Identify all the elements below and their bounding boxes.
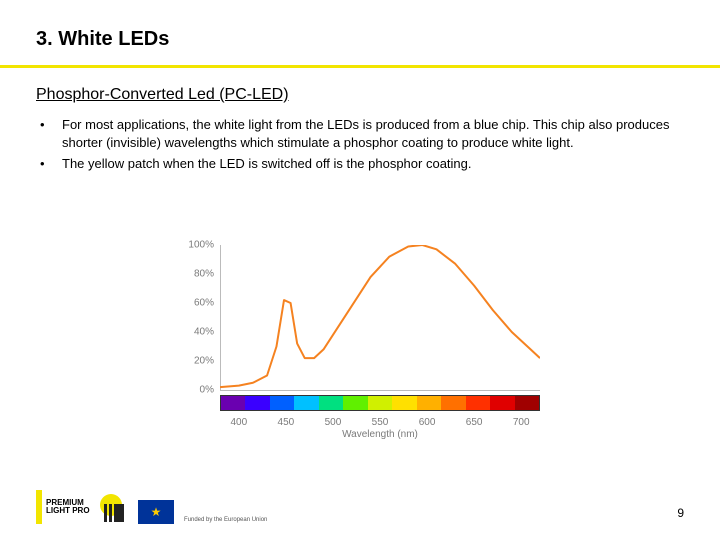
y-tick-label: 20% (180, 356, 214, 367)
footer: PREMIUM LIGHT PRO ★ Funded by the Europe… (36, 490, 267, 524)
title-rule (0, 65, 720, 68)
x-tick-label: 500 (325, 417, 342, 428)
eu-caption: Funded by the European Union (184, 517, 267, 524)
x-tick-label: 550 (372, 417, 389, 428)
x-tick-label: 700 (513, 417, 530, 428)
y-tick-label: 0% (180, 385, 214, 396)
page-number: 9 (677, 506, 684, 520)
spectrum-bar (220, 395, 540, 411)
list-item: • The yellow patch when the LED is switc… (40, 155, 684, 173)
x-tick-label: 650 (466, 417, 483, 428)
bullet-mark: • (40, 155, 62, 173)
premium-light-logo: PREMIUM LIGHT PRO (36, 490, 128, 524)
chart-plot-area (220, 245, 540, 390)
x-tick-label: 600 (419, 417, 436, 428)
x-tick-label: 400 (230, 417, 247, 428)
eu-flag-icon: ★ (138, 500, 174, 524)
bullet-mark: • (40, 116, 62, 151)
spectrum-chart: 0%20%40%60%80%100% 400450500550600650700… (180, 245, 560, 445)
bullet-text: For most applications, the white light f… (62, 116, 684, 151)
x-tick-label: 450 (278, 417, 295, 428)
slide-title: 3. White LEDs (36, 28, 684, 51)
y-tick-label: 60% (180, 298, 214, 309)
x-axis-label: Wavelength (nm) (220, 429, 540, 440)
bullet-text: The yellow patch when the LED is switche… (62, 155, 684, 173)
slide-subtitle: Phosphor-Converted Led (PC-LED) (36, 86, 684, 104)
list-item: • For most applications, the white light… (40, 116, 684, 151)
y-tick-label: 40% (180, 327, 214, 338)
bullet-list: • For most applications, the white light… (36, 116, 684, 173)
x-axis (220, 390, 540, 391)
y-tick-label: 100% (180, 240, 214, 251)
y-tick-label: 80% (180, 269, 214, 280)
logo-line2: LIGHT PRO (46, 506, 90, 515)
chart-line (220, 245, 540, 390)
